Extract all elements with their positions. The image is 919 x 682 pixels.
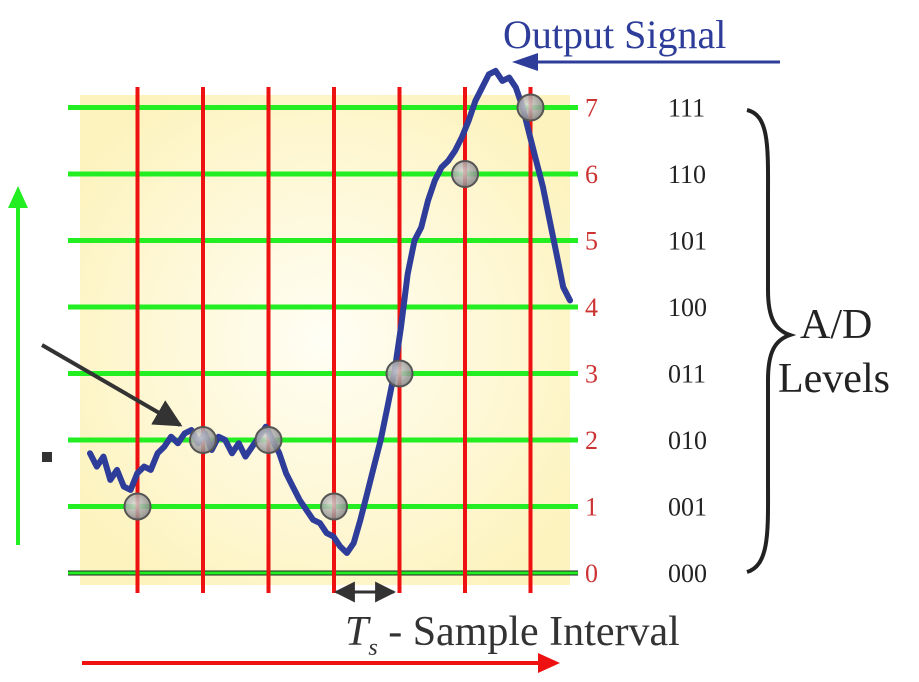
title-pointer-arrowhead: [512, 53, 538, 71]
output-signal-title: Output Signal: [503, 12, 726, 57]
level-number-4: 4: [585, 293, 598, 322]
sample-markers: [123, 93, 545, 521]
level-number-3: 3: [585, 360, 598, 389]
output-signal-trace: [87, 67, 573, 556]
sample-interval-label: Ts - Sample Interval: [345, 609, 680, 661]
sample-marker-7: [516, 93, 545, 122]
sample-marker-6: [451, 160, 479, 188]
ad-levels-brace: [746, 108, 797, 574]
sample-marker-4: [320, 492, 348, 521]
level-code-7: 111: [668, 94, 705, 123]
sample-marker-2: [189, 426, 217, 454]
level-code-6: 110: [668, 160, 706, 189]
left-dash-mark: [42, 452, 52, 462]
amplitude-axis-arrowhead: [8, 186, 28, 208]
sample-marker-1: [123, 492, 152, 521]
level-code-5: 101: [668, 227, 707, 256]
ts-symbol: T: [345, 609, 371, 655]
level-number-labels: 0 1 2 3 4 5 6 7: [585, 94, 598, 589]
ts-suffix: - Sample Interval: [378, 609, 680, 655]
sample-marker-5: [385, 359, 414, 388]
level-number-5: 5: [585, 227, 598, 256]
ad-label-line1: A/D: [800, 302, 872, 348]
ad-label-line2: Levels: [778, 356, 890, 402]
level-code-2: 010: [668, 426, 707, 455]
level-code-3: 011: [668, 360, 706, 389]
level-number-6: 6: [585, 160, 598, 189]
level-number-0: 0: [585, 559, 598, 588]
level-code-0: 000: [668, 559, 707, 588]
time-axis-arrowhead: [538, 653, 560, 673]
sample-marker-3: [254, 426, 283, 454]
level-number-1: 1: [585, 493, 598, 522]
level-code-1: 001: [668, 493, 707, 522]
level-number-7: 7: [585, 94, 598, 123]
level-number-2: 2: [585, 426, 598, 455]
sample-pointer-arrow: [40, 343, 183, 427]
ts-subscript: s: [368, 635, 377, 661]
level-code-4: 100: [668, 293, 707, 322]
level-code-labels: 000 001 010 011 100 101 110 111: [668, 94, 707, 589]
